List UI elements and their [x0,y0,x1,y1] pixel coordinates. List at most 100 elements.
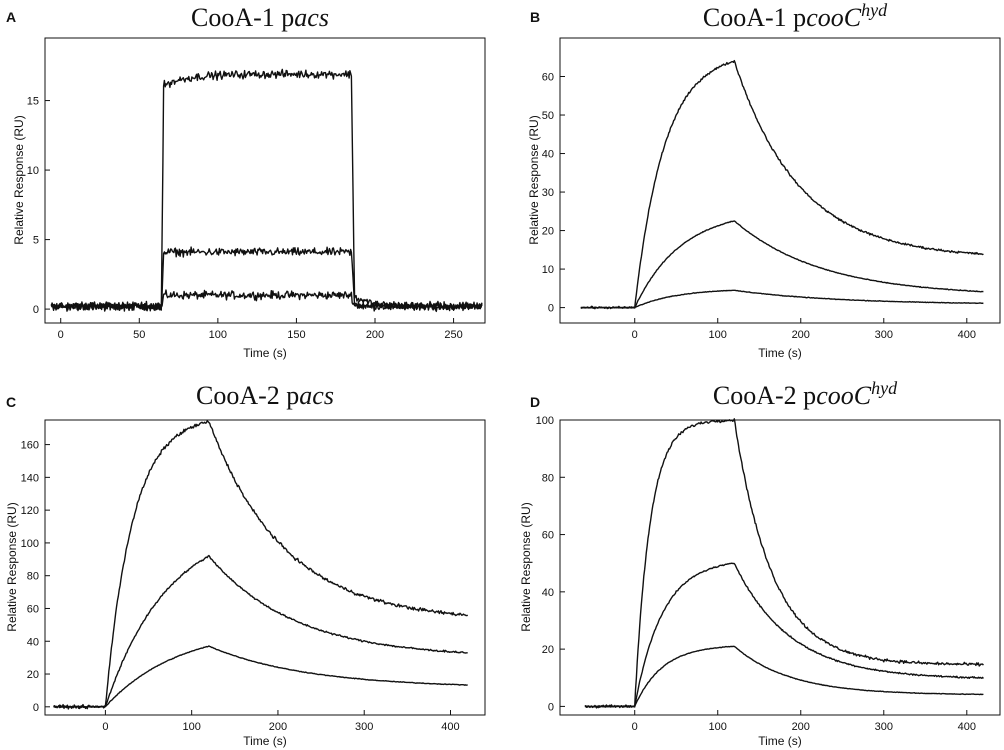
title-plain: CooA-2 p [196,381,299,410]
trace-mid [584,562,984,708]
x-tick-label: 100 [709,721,727,733]
x-axis-label: Time (s) [758,346,802,360]
y-axis-ticks: 0 10 20 30 40 50 60 [542,72,565,315]
panel-title: CooA-2 pcooChyd [713,378,898,410]
title-plain: CooA-1 p [191,3,294,32]
y-axis-label: Relative Response (RU) [12,115,26,244]
title-italic: acs [294,3,329,32]
y-tick-label: 120 [21,505,39,517]
x-tick-label: 200 [792,329,810,341]
x-tick-label: 200 [366,329,384,341]
panel-title: CooA-2 pacs [196,381,334,410]
panel-letter: B [530,9,540,25]
x-axis-label: Time (s) [243,346,287,360]
title-plain: CooA-2 p [713,381,816,410]
trace-high [580,59,984,310]
panel-b: B CooA-1 pcooChyd 0 100 200 300 400 0 10 20 30 4… [527,0,1001,360]
plot-frame [559,419,1001,716]
y-tick-label: 5 [33,235,39,247]
panel-letter: A [6,9,16,25]
y-tick-label: 0 [33,304,39,316]
title-italic: acs [299,381,334,410]
sensorgram-traces [53,420,469,710]
y-tick-label: 15 [27,96,39,108]
trace-trace-3 [50,68,483,312]
y-axis-ticks: 0 5 10 15 [27,96,50,316]
x-tick-label: 0 [102,721,108,733]
x-axis-ticks: 0 100 200 300 400 [102,710,460,733]
y-tick-label: 40 [542,149,554,161]
x-tick-label: 300 [875,329,893,341]
plot-frame [44,37,486,324]
trace-mid [53,554,468,709]
x-tick-label: 0 [632,329,638,341]
y-tick-label: 20 [542,226,554,238]
x-tick-label: 0 [58,329,64,341]
panel-letter: D [530,394,540,410]
title-italic: cooC [806,3,862,32]
x-tick-label: 400 [441,721,459,733]
y-axis-label: Relative Response (RU) [527,115,541,244]
y-tick-label: 30 [542,187,554,199]
x-axis-label: Time (s) [758,734,802,748]
x-tick-label: 400 [958,329,976,341]
title-italic: cooC [816,381,872,410]
plot-frame [44,419,486,716]
y-tick-label: 80 [27,571,39,583]
x-tick-label: 400 [958,721,976,733]
trace-low [584,645,984,708]
y-tick-label: 60 [542,530,554,542]
y-axis-label: Relative Response (RU) [519,502,533,631]
y-tick-label: 0 [33,702,39,714]
y-tick-label: 0 [548,303,554,315]
y-tick-label: 40 [542,587,554,599]
x-axis-ticks: 0 100 200 300 400 [632,318,976,341]
y-tick-label: 50 [542,110,554,122]
y-tick-label: 100 [536,415,554,427]
panel-d: D CooA-2 pcooChyd 0 100 200 300 400 0 20 40 60 8… [519,378,1001,748]
panel-a: A CooA-1 pacs 0 50 100 150 200 250 0 5 10 15 Tim… [6,3,486,360]
panel-title: CooA-1 pcooChyd [703,0,888,32]
trace-low [53,645,468,708]
y-tick-label: 140 [21,472,39,484]
x-tick-label: 100 [709,329,727,341]
y-tick-label: 0 [548,701,554,713]
sensorgram-traces [580,59,984,310]
title-plain: CooA-1 p [703,3,806,32]
x-tick-label: 200 [269,721,287,733]
trace-low [580,289,984,309]
panel-letter: C [6,394,16,410]
x-tick-label: 0 [632,721,638,733]
x-axis-ticks: 0 50 100 150 200 250 [58,318,463,341]
x-tick-label: 200 [792,721,810,733]
y-tick-label: 100 [21,538,39,550]
y-tick-label: 60 [542,72,554,84]
trace-high [584,418,984,709]
x-tick-label: 100 [209,329,227,341]
y-tick-label: 20 [27,669,39,681]
y-tick-label: 20 [542,644,554,656]
y-axis-ticks: 0 20 40 60 80 100 [536,415,565,713]
x-tick-label: 250 [444,329,462,341]
x-axis-ticks: 0 100 200 300 400 [632,710,976,733]
x-tick-label: 150 [287,329,305,341]
y-tick-label: 60 [27,603,39,615]
panel-c: C CooA-2 pacs 0 100 200 300 400 0 20 40 60 80 100… [5,381,486,748]
title-superscript: hyd [871,378,898,398]
y-tick-label: 80 [542,472,554,484]
x-tick-label: 100 [182,721,200,733]
y-axis-ticks: 0 20 40 60 80 100 120 140 160 [21,440,50,714]
sensorgram-traces [50,68,483,313]
x-tick-label: 300 [875,721,893,733]
y-tick-label: 40 [27,636,39,648]
x-axis-label: Time (s) [243,734,287,748]
x-tick-label: 300 [355,721,373,733]
title-superscript: hyd [861,0,888,20]
plot-frame [559,37,1001,324]
y-tick-label: 160 [21,440,39,452]
trace-high [53,420,469,710]
trace-trace-2 [50,246,483,312]
x-tick-label: 50 [133,329,145,341]
trace-mid [580,220,984,309]
